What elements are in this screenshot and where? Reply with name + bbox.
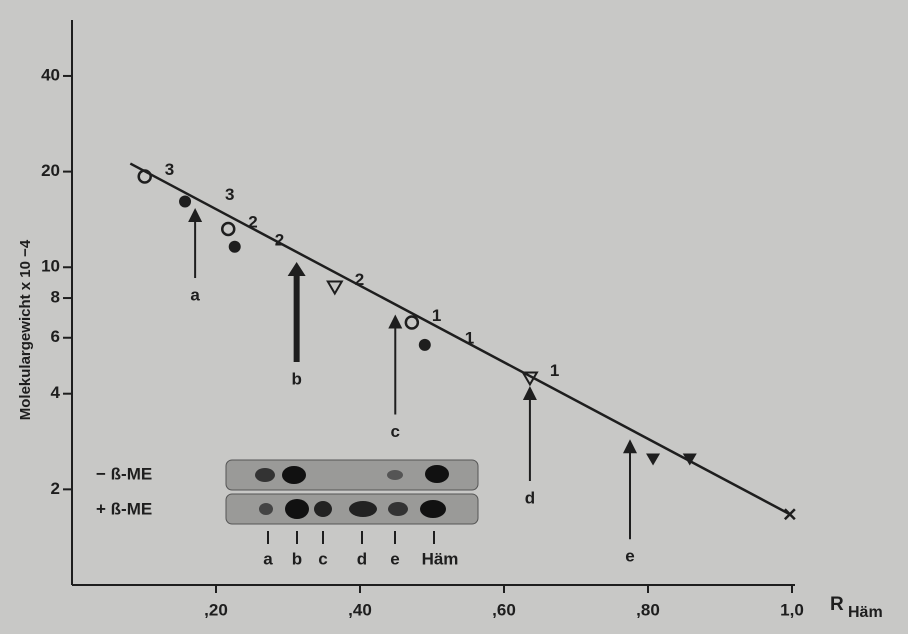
point-label: 3 xyxy=(225,185,234,204)
point-label: 1 xyxy=(550,361,559,380)
y-tick-label: 40 xyxy=(41,65,60,84)
x-tick-label: ,80 xyxy=(636,600,660,619)
gel-band xyxy=(314,501,332,517)
x-axis-label: R xyxy=(830,594,844,615)
gel-lane-label: c xyxy=(318,549,327,568)
x-axis-label-sub: Häm xyxy=(848,604,883,621)
y-tick-label: 6 xyxy=(51,327,60,346)
gel-band xyxy=(387,470,403,480)
point-label: 2 xyxy=(355,270,364,289)
gel-band xyxy=(388,502,408,516)
y-tick-label: 20 xyxy=(41,161,60,180)
point-label: 1 xyxy=(432,306,441,325)
gel-row-label: − ß-ME xyxy=(96,464,152,483)
gel-lane-label: b xyxy=(292,549,302,568)
gel-band xyxy=(282,466,306,484)
point xyxy=(229,241,241,253)
y-axis-label: Molekulargewicht x 10 −4 xyxy=(17,239,34,420)
arrow-label: c xyxy=(391,422,400,441)
gel-band xyxy=(259,503,273,515)
arrow-label: b xyxy=(291,369,301,388)
x-tick-label: 1,0 xyxy=(780,600,804,619)
gel-band xyxy=(285,499,309,519)
arrow-label: a xyxy=(190,286,200,305)
point-label: 3 xyxy=(165,160,174,179)
gel-band xyxy=(349,501,377,517)
gel-band xyxy=(425,465,449,483)
y-tick-label: 2 xyxy=(51,479,60,498)
chart: Molekulargewicht x 10 −4 R Häm 2 4 6 8 10 20 4… xyxy=(0,0,908,634)
point xyxy=(419,339,431,351)
point-label: 2 xyxy=(275,230,284,249)
point-label: 2 xyxy=(248,212,257,231)
gel-band xyxy=(255,468,275,482)
x-tick-label: ,60 xyxy=(492,600,516,619)
y-tick-label: 8 xyxy=(51,288,60,307)
x-tick-label: ,20 xyxy=(204,600,228,619)
gel-lane-label: d xyxy=(357,549,367,568)
gel-lane-label: e xyxy=(390,549,399,568)
gel-band xyxy=(420,500,446,518)
arrow-label: e xyxy=(625,547,634,566)
gel-row-label: + ß-ME xyxy=(96,499,152,518)
background xyxy=(0,0,908,634)
x-tick-label: ,40 xyxy=(348,600,372,619)
gel-lane-label: a xyxy=(263,549,273,568)
arrow-label: d xyxy=(525,489,535,508)
point xyxy=(179,196,191,208)
y-tick-label: 4 xyxy=(51,383,61,402)
point-label: 1 xyxy=(465,328,474,347)
y-tick-label: 10 xyxy=(41,257,60,276)
gel-lane-label: Häm xyxy=(422,549,459,568)
